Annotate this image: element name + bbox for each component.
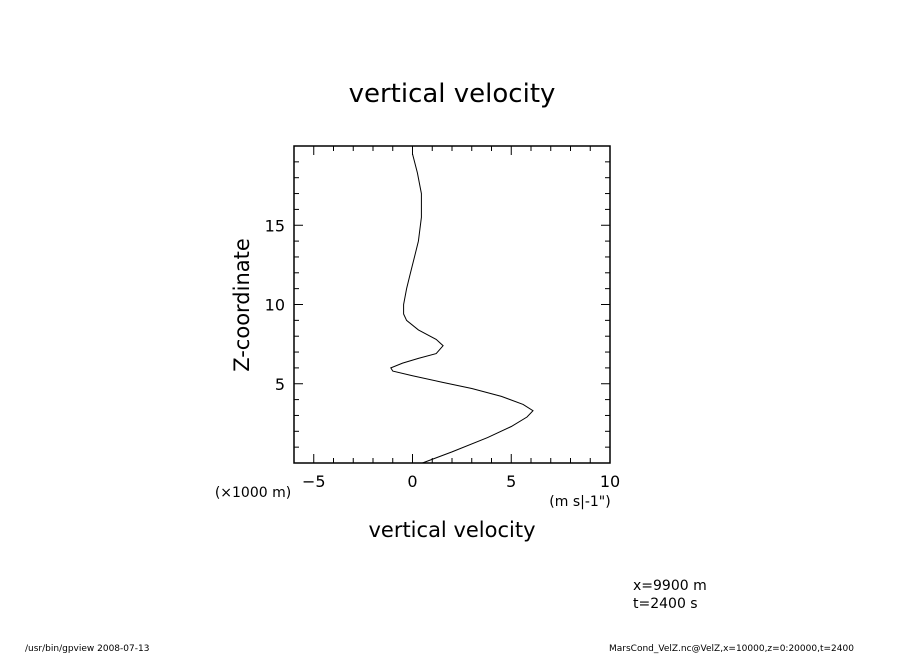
chart-title: vertical velocity [349,79,556,109]
series-line-vertical-velocity [390,153,534,464]
y-unit-label: (×1000 m) [215,485,291,501]
x-position-note: x=9900 m [633,578,707,594]
x-tick-label: 5 [506,472,516,491]
x-tick-labels: −5 0 5 10 [302,472,620,491]
x-tick-label: 10 [600,472,620,491]
x-axis-label: vertical velocity [368,518,535,542]
y-axis-label: Z-coordinate [230,238,254,372]
x-unit-label: (m s|-1") [549,494,610,510]
footer-left: /usr/bin/gpview 2008-07-13 [25,644,149,654]
plot-frame [293,145,611,464]
x-tick-label: 0 [407,472,417,491]
major-ticks [294,145,611,464]
y-tick-label: 10 [265,296,285,315]
y-tick-labels: 5 10 15 [265,216,285,394]
footer-right: MarsCond_VelZ.nc@VelZ,x=10000,z=0:20000,… [609,644,854,654]
minor-ticks [293,146,610,463]
time-note: t=2400 s [633,596,698,612]
y-tick-label: 15 [265,216,285,235]
x-tick-label: −5 [302,472,326,491]
y-tick-label: 5 [275,375,285,394]
